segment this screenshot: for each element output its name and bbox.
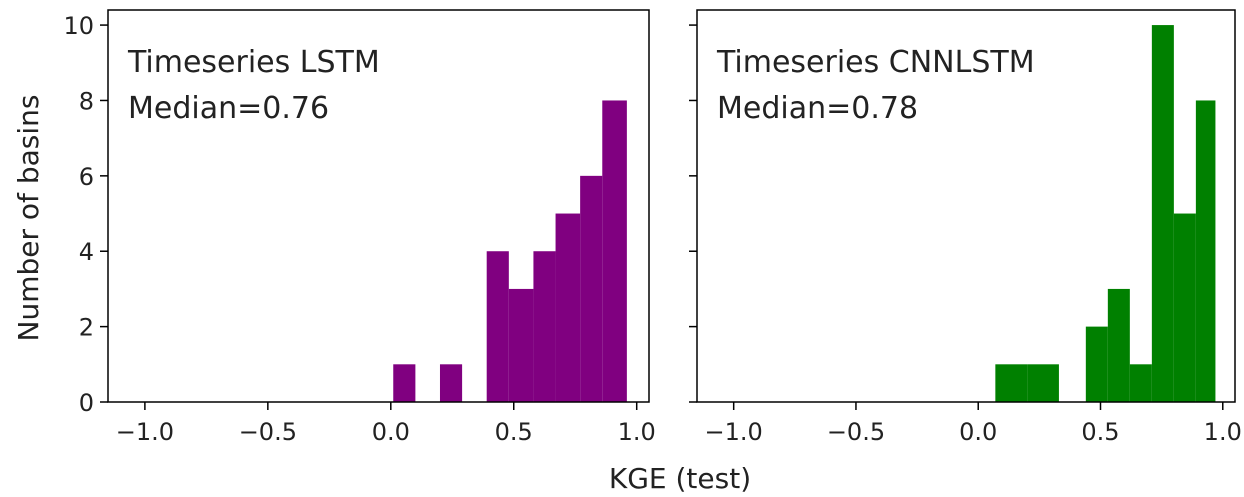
panel-lstm: −1.0 −0.5 0.0 0.5 1.0 0 2 4 6 8 10 Timeseries LSTM M… xyxy=(63,9,656,446)
x-tick-label: 0.5 xyxy=(495,418,533,446)
histogram-bar xyxy=(602,100,627,402)
histogram-bar xyxy=(555,213,581,402)
x-tick-label: 0.0 xyxy=(372,418,410,446)
y-axis-label: Number of basins xyxy=(12,95,45,342)
histogram-bar xyxy=(393,364,416,402)
y-tick-label: 8 xyxy=(79,87,94,115)
y-tick-label: 10 xyxy=(63,12,94,40)
x-tick-label: 1.0 xyxy=(618,418,656,446)
x-tick-label: 1.0 xyxy=(1204,418,1242,446)
histogram-bar xyxy=(1173,213,1196,402)
y-tick-label: 4 xyxy=(79,238,94,266)
x-tick-label: −0.5 xyxy=(827,418,885,446)
model-name-annotation: Timeseries CNNLSTM xyxy=(716,45,1035,80)
histogram-bar xyxy=(1151,25,1174,402)
histogram-bar xyxy=(439,364,463,402)
model-name-annotation: Timeseries LSTM xyxy=(127,45,380,80)
x-tick-label: 0.0 xyxy=(959,418,997,446)
median-annotation: Median=0.78 xyxy=(717,91,918,126)
y-tick-label: 0 xyxy=(79,389,94,417)
x-tick-label: −0.5 xyxy=(239,418,297,446)
y-tick-label: 2 xyxy=(79,314,94,342)
histogram-bar xyxy=(508,288,534,402)
histogram-bar xyxy=(533,251,556,402)
y-tick-label: 6 xyxy=(79,163,94,191)
x-tick-label: 0.5 xyxy=(1081,418,1119,446)
x-axis-label: KGE (test) xyxy=(609,462,751,495)
histogram-bar xyxy=(580,175,603,402)
histogram-bar xyxy=(1195,100,1216,402)
histogram-bar xyxy=(1129,364,1152,402)
histogram-bar xyxy=(995,364,1028,402)
median-annotation: Median=0.76 xyxy=(128,91,329,126)
panel-cnnlstm: −1.0 −0.5 0.0 0.5 1.0 Timeseries CNNLSTM Media… xyxy=(689,9,1242,446)
histogram-bar xyxy=(486,251,509,402)
x-tick-label: −1.0 xyxy=(705,418,763,446)
plot-frame xyxy=(107,9,650,403)
histogram-bar xyxy=(1027,364,1059,402)
histogram-bar xyxy=(1107,288,1130,402)
histogram-bar xyxy=(1085,326,1108,402)
x-tick-label: −1.0 xyxy=(116,418,174,446)
plot-frame xyxy=(696,9,1236,403)
